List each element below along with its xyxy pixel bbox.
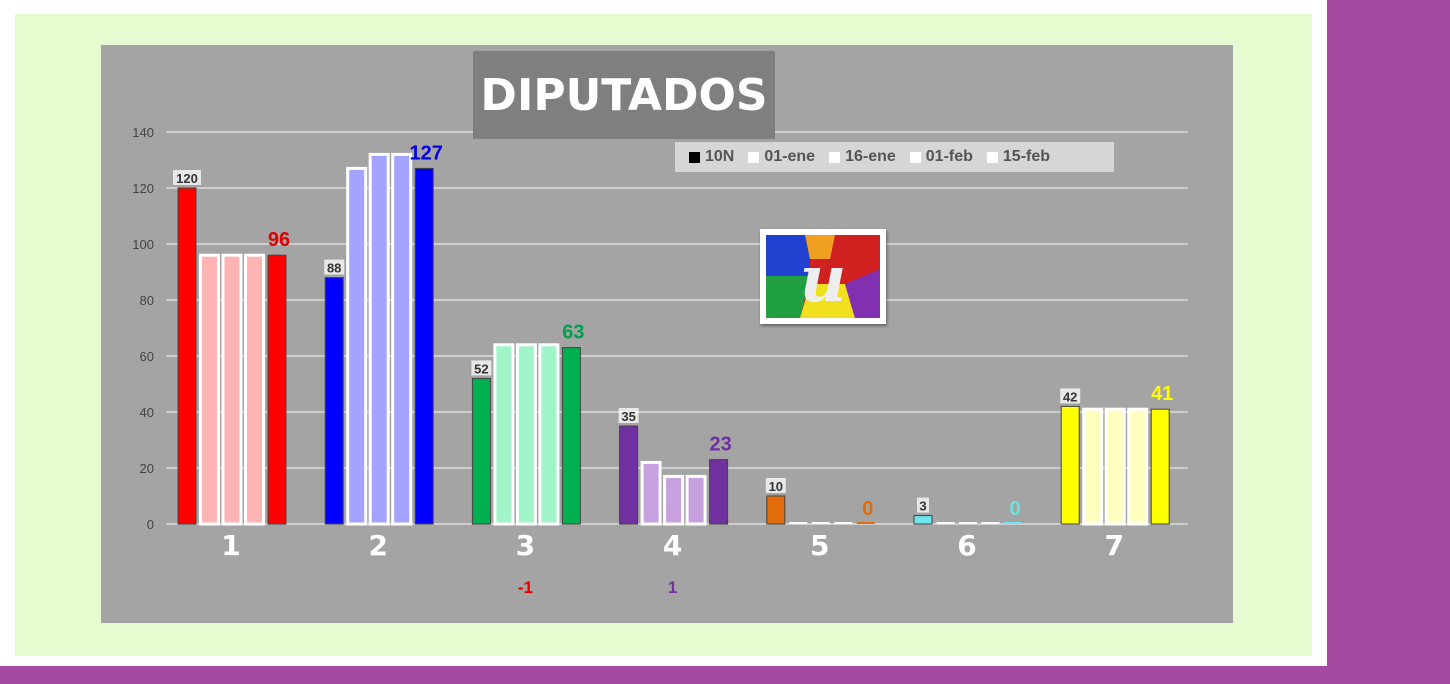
legend-item-01-ene: 01-ene [748, 148, 815, 166]
bar-1-01-feb [244, 253, 265, 526]
bar-4-15-feb [709, 459, 729, 525]
y-tick-label: 120 [132, 181, 154, 196]
legend-swatch [748, 151, 760, 163]
legend-swatch [909, 151, 921, 163]
data-label-bg [917, 497, 929, 513]
bar-4-10N [619, 425, 639, 525]
legend-swatch [829, 151, 841, 163]
bar-1-15-feb [267, 254, 287, 525]
y-tick-label: 100 [132, 237, 154, 252]
legend-item-15-feb: 15-feb [986, 148, 1051, 166]
data-label-first: 3 [919, 499, 926, 514]
bar-1-16-ene [221, 253, 243, 526]
chart-card [101, 45, 1233, 623]
bar-4-01-ene [640, 460, 662, 526]
legend-item-16-ene: 16-ene [829, 148, 896, 166]
bar-6-01-ene [936, 522, 955, 524]
bar-6-15-feb [1004, 522, 1022, 524]
data-label-first: 42 [1063, 389, 1077, 404]
bar-5-10N [766, 495, 786, 525]
legend-swatch [689, 151, 700, 163]
legend-item-10n: 10N [689, 148, 734, 166]
bar-5-01-feb [834, 522, 853, 524]
bar-7-01-ene [1082, 407, 1104, 526]
data-label-first: 88 [327, 261, 341, 276]
data-label-bg [765, 478, 786, 493]
bar-3-10N [471, 377, 491, 525]
data-label-bg [618, 408, 639, 423]
data-label-bg [173, 170, 201, 185]
bar-4-16-ene [663, 474, 685, 526]
y-tick-label: 0 [147, 517, 154, 532]
data-label-first: 10 [769, 479, 783, 494]
legend-label: 01-ene [764, 148, 816, 165]
bar-7-15-feb [1150, 408, 1170, 525]
bar-2-01-ene [346, 166, 368, 526]
data-label-first: 35 [621, 409, 635, 424]
data-label-bg [1060, 388, 1081, 404]
svg-text:u: u [800, 242, 847, 317]
y-tick-label: 40 [140, 405, 154, 420]
data-label-last: 127 [410, 142, 443, 164]
bar-7-01-feb [1127, 407, 1149, 526]
bar-1-01-ene [199, 253, 220, 526]
bar-2-10N [324, 277, 344, 525]
bar-5-16-ene [811, 522, 830, 524]
legend-swatch [986, 151, 998, 163]
bar-2-16-ene [368, 152, 390, 526]
bar-5-01-ene [789, 522, 808, 524]
y-tick-label: 80 [140, 293, 154, 308]
y-tick-label: 20 [140, 461, 154, 476]
bar-3-15-feb [561, 347, 581, 525]
data-label-last: 0 [1009, 498, 1020, 520]
data-label-last: 23 [709, 434, 731, 456]
bar-5-15-feb [856, 522, 875, 524]
bar-2-01-feb [391, 152, 413, 526]
change-note: 1 [668, 578, 677, 597]
legend-label: 15-feb [1002, 148, 1051, 165]
category-label: 3 [516, 529, 535, 562]
chart-legend: 10N 01-ene 16-ene 01-feb 15-feb [675, 142, 1114, 172]
y-tick-label: 140 [132, 125, 154, 140]
category-label: 4 [663, 529, 682, 562]
data-label-last: 63 [562, 322, 584, 344]
bar-2-15-feb [414, 167, 434, 525]
bar-6-01-feb [981, 522, 1000, 524]
legend-label: 16-ene [845, 148, 896, 165]
change-note: -1 [518, 578, 533, 597]
category-label: 2 [368, 529, 387, 562]
data-label-bg [324, 259, 345, 275]
bar-3-16-ene [515, 343, 537, 526]
bar-3-01-ene [493, 343, 515, 526]
chart-title: DIPUTADOS [473, 51, 775, 139]
category-label: 7 [1104, 529, 1123, 562]
category-label: 1 [221, 529, 240, 562]
bar-6-10N [913, 515, 933, 525]
bar-4-01-feb [685, 474, 707, 526]
category-label: 5 [810, 529, 829, 562]
brand-logo: u [760, 229, 886, 324]
y-tick-label: 60 [140, 349, 154, 364]
bar-1-10N [177, 187, 197, 525]
data-label-last: 0 [862, 498, 873, 520]
bar-7-10N [1060, 405, 1080, 525]
bar-6-16-ene [959, 522, 977, 524]
legend-label: 01-feb [925, 148, 973, 165]
data-label-first: 120 [176, 171, 198, 186]
data-label-last: 96 [268, 229, 290, 251]
data-label-first: 52 [474, 361, 488, 376]
data-label-last: 41 [1151, 383, 1173, 405]
legend-label: 10N [705, 148, 735, 165]
bar-7-16-ene [1104, 407, 1126, 526]
category-label: 6 [957, 529, 976, 562]
data-label-bg [471, 360, 492, 376]
bar-3-01-feb [538, 343, 560, 526]
legend-item-01-feb: 01-feb [909, 148, 973, 166]
